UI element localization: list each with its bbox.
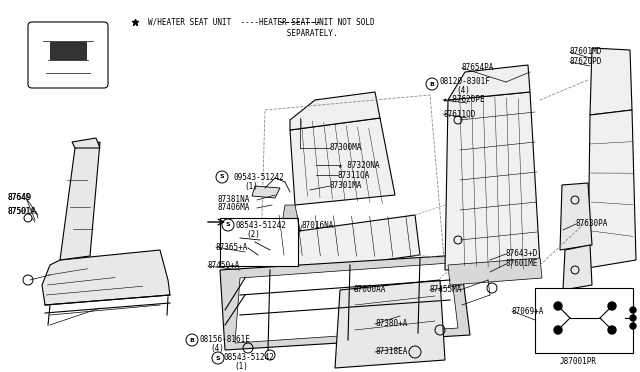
Circle shape [554,302,562,310]
Bar [220,218,298,266]
Text: 87649: 87649 [8,193,32,202]
Text: 87501A: 87501A [8,208,37,217]
Text: 08156-8161E: 08156-8161E [200,336,251,344]
Polygon shape [235,263,458,343]
Text: 87601ME: 87601ME [506,260,538,269]
Text: 87643+D: 87643+D [506,250,538,259]
Text: B: B [189,337,195,343]
Bar [50,42,86,59]
Polygon shape [270,215,420,275]
Text: 09543-51242: 09543-51242 [234,173,285,182]
Polygon shape [335,280,445,368]
Text: 87380+A: 87380+A [375,320,408,328]
Text: (4): (4) [456,87,470,96]
Text: 87301MA: 87301MA [330,182,362,190]
Text: 87450+A: 87450+A [208,262,241,270]
Text: 87311QA: 87311QA [338,170,371,180]
Text: 08120-8301F: 08120-8301F [440,77,491,87]
Bar [535,288,633,353]
FancyBboxPatch shape [28,22,108,88]
Text: 87649: 87649 [8,193,31,202]
Text: 87601MD: 87601MD [570,48,602,57]
Text: SEPARATELY.: SEPARATELY. [148,29,338,38]
Polygon shape [72,138,100,148]
Polygon shape [42,250,170,305]
Text: (2): (2) [246,230,260,238]
Text: 87455MA: 87455MA [430,285,462,295]
Text: 87620PD: 87620PD [570,58,602,67]
Text: 87016NA: 87016NA [302,221,334,230]
Text: ★ 87620PE: ★ 87620PE [443,96,484,105]
Text: 87630PA: 87630PA [576,219,609,228]
Text: (4): (4) [210,343,224,353]
Text: (1): (1) [244,182,258,190]
Circle shape [630,307,636,313]
Text: S: S [220,174,224,180]
Polygon shape [290,118,395,205]
Text: 87611QD: 87611QD [443,109,476,119]
Circle shape [630,315,636,321]
Circle shape [608,302,616,310]
Circle shape [630,323,636,329]
Polygon shape [560,183,592,250]
Text: 08543-51242: 08543-51242 [236,221,287,230]
Text: 87069+A: 87069+A [512,307,545,315]
Text: W/HEATER SEAT UNIT  ----HEATER SEAT UNIT NOT SOLD: W/HEATER SEAT UNIT ----HEATER SEAT UNIT … [148,17,374,26]
Text: 87381NA: 87381NA [218,195,250,203]
Polygon shape [588,110,636,268]
Polygon shape [563,245,592,290]
Text: S: S [216,356,220,360]
Text: 87300MA: 87300MA [330,144,362,153]
Text: 08543-51242: 08543-51242 [224,353,275,362]
Text: 87654PA: 87654PA [462,64,494,73]
Polygon shape [60,142,100,260]
Text: 87501A: 87501A [8,208,36,217]
Polygon shape [220,255,470,350]
Text: J87001PR: J87001PR [560,357,597,366]
Text: 87000AA: 87000AA [354,285,387,295]
Text: 87365+A: 87365+A [216,243,248,251]
Polygon shape [290,92,380,130]
Text: S: S [226,222,230,228]
Circle shape [608,326,616,334]
Polygon shape [590,48,632,115]
Text: (1): (1) [234,362,248,371]
Text: B: B [429,81,435,87]
Text: 87406MA: 87406MA [218,203,250,212]
Polygon shape [280,205,300,235]
Text: 87318EA: 87318EA [375,347,408,356]
Polygon shape [445,92,540,270]
Polygon shape [448,65,530,100]
Circle shape [554,326,562,334]
Polygon shape [252,186,280,198]
Polygon shape [448,258,542,285]
Text: ★ 87320NA: ★ 87320NA [338,160,380,170]
